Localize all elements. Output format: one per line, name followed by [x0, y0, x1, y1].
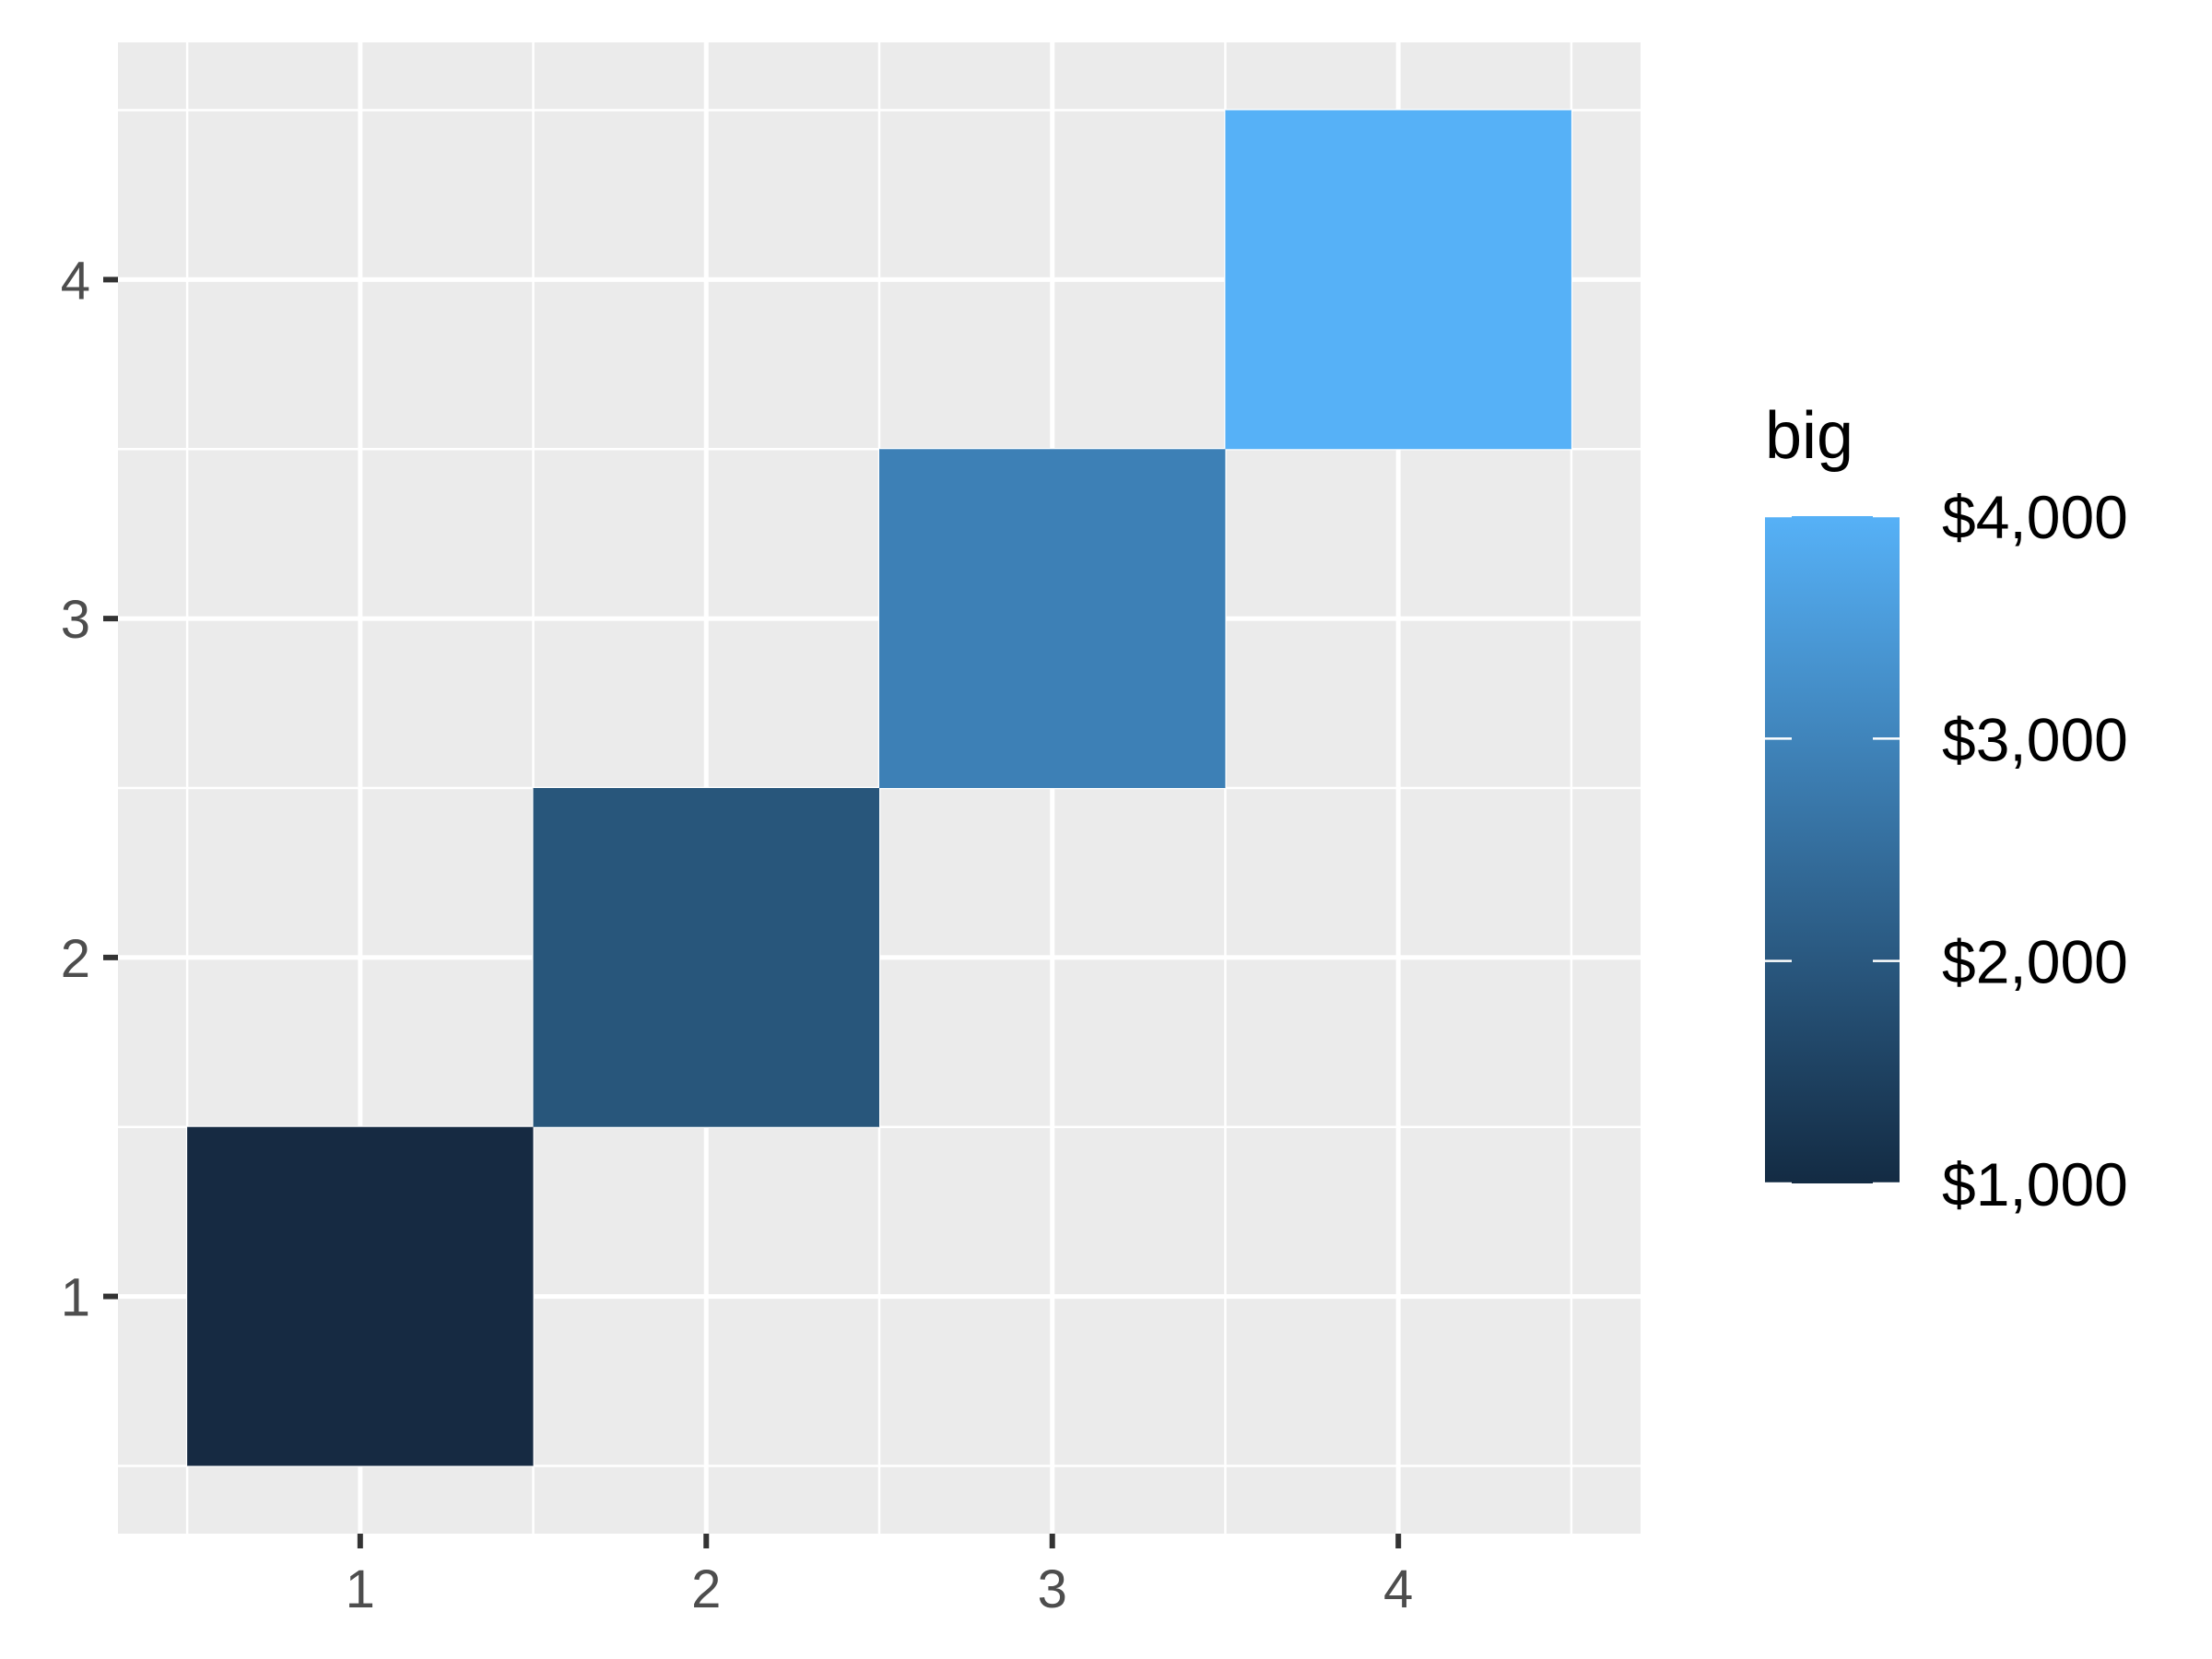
legend-ticks: $4,000 $3,000 $2,000 $1,000	[1765, 483, 2128, 1218]
legend-break-label: $1,000	[1942, 1150, 2128, 1218]
x-tick-label: 4	[1383, 1559, 1413, 1619]
axes: 1 2 3 4 1 2 3 4	[61, 251, 1414, 1619]
x-tick-label: 2	[691, 1559, 721, 1619]
y-tick-label: 3	[61, 590, 90, 650]
y-tick-label: 4	[61, 251, 90, 311]
heatmap-cells	[187, 110, 1571, 1466]
y-tick-label: 1	[61, 1268, 90, 1328]
color-legend: big $4,000 $3,000 $2,000 $1,000	[1765, 399, 2128, 1218]
heatmap-cell	[533, 788, 879, 1127]
legend-colorbar	[1765, 516, 1900, 1183]
y-tick-label: 2	[61, 929, 90, 989]
heatmap-cell	[1225, 110, 1571, 450]
x-tick-label: 1	[346, 1559, 375, 1619]
legend-title: big	[1765, 399, 1853, 473]
legend-break-label: $3,000	[1942, 705, 2128, 773]
legend-break-label: $4,000	[1942, 483, 2128, 551]
legend-break-label: $2,000	[1942, 928, 2128, 996]
heatmap-cell	[187, 1126, 534, 1466]
x-tick-label: 3	[1038, 1559, 1067, 1619]
heatmap-cell	[879, 449, 1226, 788]
